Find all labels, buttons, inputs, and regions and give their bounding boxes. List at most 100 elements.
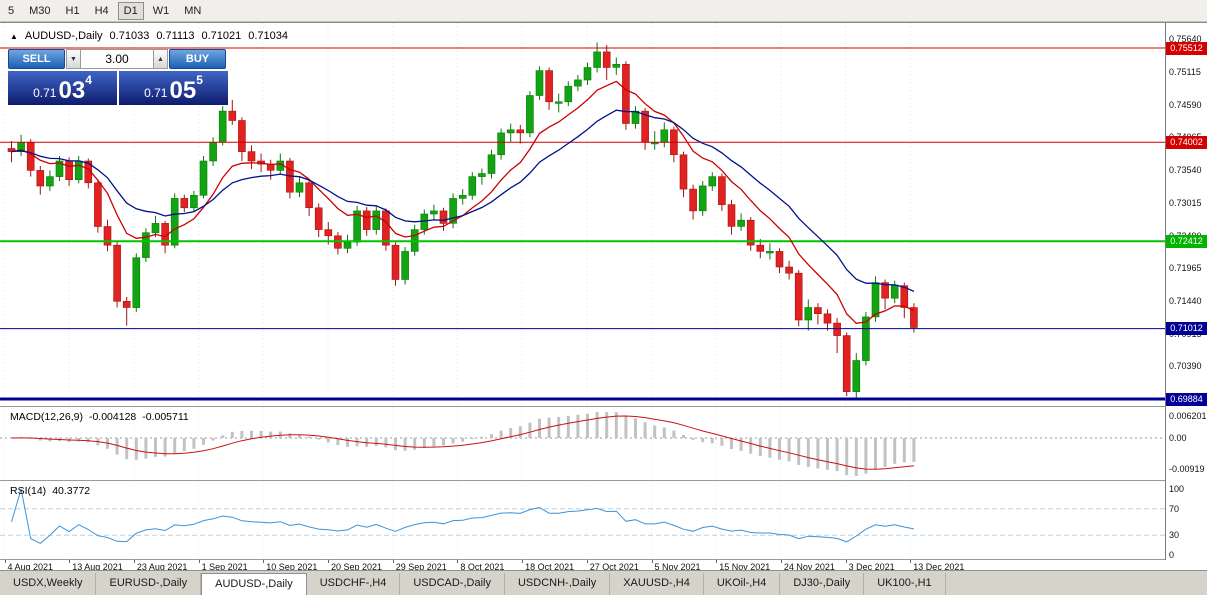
chart-window: 0.756400.751150.745900.740650.735400.730… bbox=[0, 22, 1207, 572]
macd-signal-value: -0.005711 bbox=[142, 411, 189, 423]
price-axis-label: 0.75115 bbox=[1169, 66, 1201, 77]
buy-price-pips: 05 bbox=[169, 77, 197, 104]
ohlc-open-value: 0.71033 bbox=[109, 30, 150, 42]
buy-button[interactable]: BUY bbox=[169, 49, 226, 69]
rsi-line bbox=[11, 488, 914, 544]
timeframe-button-5[interactable]: 5 bbox=[8, 4, 15, 17]
timeframe-button-m30[interactable]: M30 bbox=[29, 4, 51, 17]
date-axis[interactable]: 4 Aug 2021 13 Aug 2021 23 Aug 2021 1 Sep 20… bbox=[0, 560, 1165, 572]
macd-name: MACD(12,26,9) bbox=[10, 411, 83, 423]
ohlc-low-value: 0.71021 bbox=[201, 30, 242, 42]
chart-tab-usdcnh-daily[interactable]: USDCNH-,Daily bbox=[505, 573, 611, 595]
macd-histogram bbox=[10, 412, 916, 476]
timeframe-button-mn[interactable]: MN bbox=[184, 4, 202, 17]
price-axis-label: 0.70390 bbox=[1169, 361, 1202, 372]
date-tick bbox=[586, 560, 588, 563]
chart-tab-ukoil-h4[interactable]: UKOil-,H4 bbox=[704, 573, 781, 595]
date-tick bbox=[780, 560, 782, 563]
date-tick bbox=[910, 560, 912, 563]
date-axis-label: 24 Nov 2021 bbox=[783, 562, 835, 572]
date-axis-label: 5 Nov 2021 bbox=[654, 562, 701, 572]
ohlc-close-value: 0.71034 bbox=[248, 30, 288, 42]
sell-price-pips: 03 bbox=[58, 77, 86, 104]
price-chart-canvas[interactable] bbox=[0, 23, 1165, 407]
volume-decrease-button[interactable]: ▼ bbox=[66, 49, 81, 69]
date-tick bbox=[716, 560, 718, 563]
buy-price-fraction: 5 bbox=[196, 73, 203, 87]
one-click-trading-panel: SELL ▼ ▲ BUY 0.71 03 4 0.71 05 5 bbox=[8, 49, 228, 105]
volume-input[interactable] bbox=[81, 49, 153, 69]
rsi-axis-label: 0 bbox=[1169, 550, 1175, 560]
chart-tab-uk100-h1[interactable]: UK100-,H1 bbox=[864, 573, 946, 595]
price-axis-label: 0.73540 bbox=[1169, 165, 1202, 175]
price-level-badge: 0.72412 bbox=[1166, 234, 1207, 248]
chart-direction-icon: ▲ bbox=[10, 31, 18, 41]
timeframe-button-w1[interactable]: W1 bbox=[152, 4, 170, 17]
timeframe-button-h4[interactable]: H4 bbox=[94, 4, 109, 17]
rsi-axis-label: 100 bbox=[1169, 484, 1185, 494]
chart-tab-usdchf-h4[interactable]: USDCHF-,H4 bbox=[307, 573, 401, 595]
macd-axis-label: 0.00 bbox=[1169, 433, 1187, 443]
price-level-badge: 0.75512 bbox=[1166, 41, 1207, 55]
macd-signal-line bbox=[11, 415, 914, 470]
date-axis-label: 29 Sep 2021 bbox=[395, 562, 447, 572]
date-axis-label: 1 Sep 2021 bbox=[201, 562, 248, 572]
ma-slow-line bbox=[11, 109, 915, 292]
date-tick bbox=[328, 560, 329, 563]
price-axis-label: 0.71965 bbox=[1169, 263, 1202, 274]
date-axis-label: 15 Nov 2021 bbox=[719, 562, 771, 572]
sell-price-fraction: 4 bbox=[85, 73, 92, 87]
rsi-axis-label: 30 bbox=[1169, 530, 1180, 541]
date-axis-label: 10 Sep 2021 bbox=[266, 562, 318, 572]
date-tick bbox=[263, 560, 265, 563]
chevron-down-icon: ▼ bbox=[70, 55, 77, 63]
date-axis-label: 18 Oct 2021 bbox=[525, 562, 575, 572]
date-axis-label: 27 Oct 2021 bbox=[589, 562, 639, 572]
timeframe-toolbar: 5 M30 H1 H4 D1 W1 MN bbox=[0, 0, 1207, 22]
date-tick bbox=[4, 560, 6, 563]
chart-ohlc-header: ▲ AUDUSD-,Daily 0.71033 0.71113 0.71021 … bbox=[10, 30, 288, 42]
price-axis-label: 0.75640 bbox=[1169, 34, 1202, 44]
chart-tab-xauusd-h4[interactable]: XAUUSD-,H4 bbox=[610, 573, 704, 595]
rsi-value: 40.3772 bbox=[52, 485, 91, 497]
macd-indicator-label: MACD(12,26,9) -0.004128 -0.005711 bbox=[10, 411, 189, 423]
date-tick bbox=[198, 560, 200, 563]
ohlc-high-value: 0.71113 bbox=[156, 30, 195, 42]
rsi-indicator-pane[interactable] bbox=[0, 481, 1165, 560]
macd-main-value: -0.004128 bbox=[88, 411, 137, 423]
price-axis-label: 0.71440 bbox=[1169, 295, 1202, 306]
chart-tab-eurusd-daily[interactable]: EURUSD-,Daily bbox=[96, 573, 202, 595]
rsi-indicator-label: RSI(14) 40.3772 bbox=[10, 485, 90, 497]
chart-tab-bar: USDX,Weekly EURUSD-,Daily AUDUSD-,Daily USD… bbox=[0, 570, 1207, 595]
date-axis-label: 13 Dec 2021 bbox=[913, 562, 965, 572]
timeframe-button-h1[interactable]: H1 bbox=[65, 4, 80, 17]
chart-tab-usdcad-daily[interactable]: USDCAD-,Daily bbox=[400, 573, 505, 595]
timeframe-button-d1[interactable]: D1 bbox=[117, 1, 144, 20]
price-level-badge: 0.69884 bbox=[1166, 392, 1207, 406]
sell-price-panel[interactable]: 0.71 03 4 bbox=[8, 71, 117, 105]
chart-tab-dj30-daily[interactable]: DJ30-,Daily bbox=[780, 573, 865, 595]
date-axis-label: 23 Aug 2021 bbox=[136, 562, 188, 572]
price-axis-label: 0.74590 bbox=[1169, 99, 1202, 110]
buy-price-panel[interactable]: 0.71 05 5 bbox=[119, 71, 228, 105]
price-level-badge: 0.74002 bbox=[1166, 135, 1207, 149]
sell-button[interactable]: SELL bbox=[8, 49, 65, 69]
macd-indicator-pane[interactable] bbox=[0, 407, 1165, 481]
date-axis-label: 20 Sep 2021 bbox=[331, 562, 383, 572]
horizontal-level-lines bbox=[0, 47, 1165, 401]
date-tick bbox=[457, 560, 459, 563]
candlestick-series bbox=[7, 42, 918, 398]
date-tick bbox=[133, 560, 135, 563]
macd-axis-label: -0.00919 bbox=[1169, 464, 1205, 474]
date-axis-label: 3 Dec 2021 bbox=[848, 562, 895, 572]
date-tick bbox=[651, 560, 653, 563]
rsi-axis-label: 70 bbox=[1169, 503, 1180, 514]
price-level-badge: 0.71012 bbox=[1166, 322, 1207, 336]
rsi-name: RSI(14) bbox=[10, 485, 47, 497]
price-axis[interactable]: 0.756400.751150.745900.740650.735400.730… bbox=[1165, 23, 1207, 560]
date-axis-label: 8 Oct 2021 bbox=[460, 562, 505, 572]
chart-tab-audusd-daily[interactable]: AUDUSD-,Daily bbox=[201, 573, 307, 595]
volume-increase-button[interactable]: ▲ bbox=[153, 49, 168, 69]
chart-tab-usdx-weekly[interactable]: USDX,Weekly bbox=[0, 573, 97, 595]
